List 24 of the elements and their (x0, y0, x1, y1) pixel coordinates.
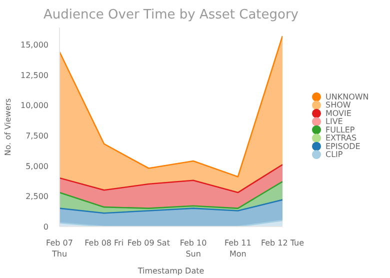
x-axis-title: Timestamp Date (136, 266, 204, 276)
x-tick-label: Feb 09 Sat (127, 238, 170, 248)
chart-title: Audience Over Time by Asset Category (44, 8, 299, 22)
legend-label: CLIP (326, 150, 343, 160)
legend-label: FULLEP (326, 125, 355, 134)
x-tick-label: Feb 07 Thu (46, 238, 73, 258)
legend-label: UNKNOWN (326, 92, 369, 102)
y-tick-label: 0 (43, 222, 49, 232)
legend-label: EXTRAS (326, 134, 357, 143)
x-tick-label: Feb 12 Tue (260, 238, 304, 248)
legend-label: MOVIE (326, 108, 352, 118)
x-tick-label: Feb 10 Sun (180, 238, 207, 258)
y-axis-title: No. of Viewers (4, 98, 13, 156)
y-tick-label: 2,500 (26, 192, 49, 202)
y-tick-label: 10,000 (20, 101, 49, 110)
legend-label: LIVE (326, 117, 343, 126)
x-tick-label: Feb 11 Mon (224, 238, 252, 258)
x-tick-label: Feb 08 Fri (84, 238, 124, 248)
y-tick-label: 15,000 (20, 40, 49, 50)
y-tick-label: 7,500 (26, 131, 49, 140)
legend-label: EPISODE (326, 142, 360, 151)
y-tick-label: 5,000 (26, 162, 49, 171)
y-tick-label: 12,500 (20, 70, 49, 80)
legend-label: SHOW (326, 100, 351, 110)
